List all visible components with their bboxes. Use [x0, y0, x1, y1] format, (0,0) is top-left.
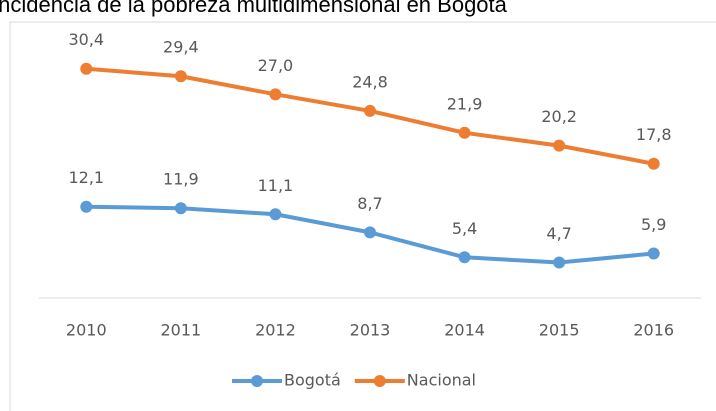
data-point [174, 70, 187, 83]
x-tick-label: 2010 [66, 321, 107, 340]
data-label: 5,9 [641, 215, 666, 234]
data-point [269, 88, 282, 101]
data-label: 27,0 [258, 56, 294, 75]
data-label: 12,1 [68, 168, 104, 187]
data-label: 17,8 [636, 125, 672, 144]
data-label: 20,2 [541, 107, 577, 126]
data-label: 4,7 [546, 224, 571, 243]
legend-label: Bogotá [284, 371, 341, 390]
data-point [647, 157, 660, 170]
legend-marker [373, 375, 386, 387]
data-label: 11,1 [258, 176, 294, 195]
data-point [458, 251, 471, 264]
legend-marker [251, 375, 263, 387]
data-label: 5,4 [452, 219, 477, 238]
data-label: 24,8 [352, 72, 388, 91]
chart-frame [9, 21, 716, 411]
x-tick-label: 2013 [350, 321, 391, 340]
chart-title: Incidencia de la pobreza multidimensiona… [0, 0, 508, 17]
data-label: 30,4 [68, 30, 104, 49]
legend-label: Nacional [407, 371, 476, 390]
x-tick-label: 2014 [444, 321, 485, 340]
data-point [553, 139, 566, 152]
data-label: 29,4 [163, 38, 199, 57]
data-point [174, 202, 187, 215]
data-point [364, 226, 376, 239]
data-point [458, 126, 471, 139]
x-tick-label: 2011 [160, 321, 201, 340]
data-label: 8,7 [357, 194, 382, 213]
x-tick-label: 2015 [539, 321, 580, 340]
data-point [269, 208, 282, 221]
data-point [647, 247, 660, 260]
data-point [80, 200, 93, 213]
x-tick-label: 2012 [255, 321, 296, 340]
x-tick-label: 2016 [633, 321, 674, 340]
data-point [80, 62, 93, 75]
data-point [364, 104, 376, 117]
data-point [553, 256, 566, 269]
data-label: 11,9 [163, 170, 199, 189]
data-label: 21,9 [447, 94, 483, 113]
